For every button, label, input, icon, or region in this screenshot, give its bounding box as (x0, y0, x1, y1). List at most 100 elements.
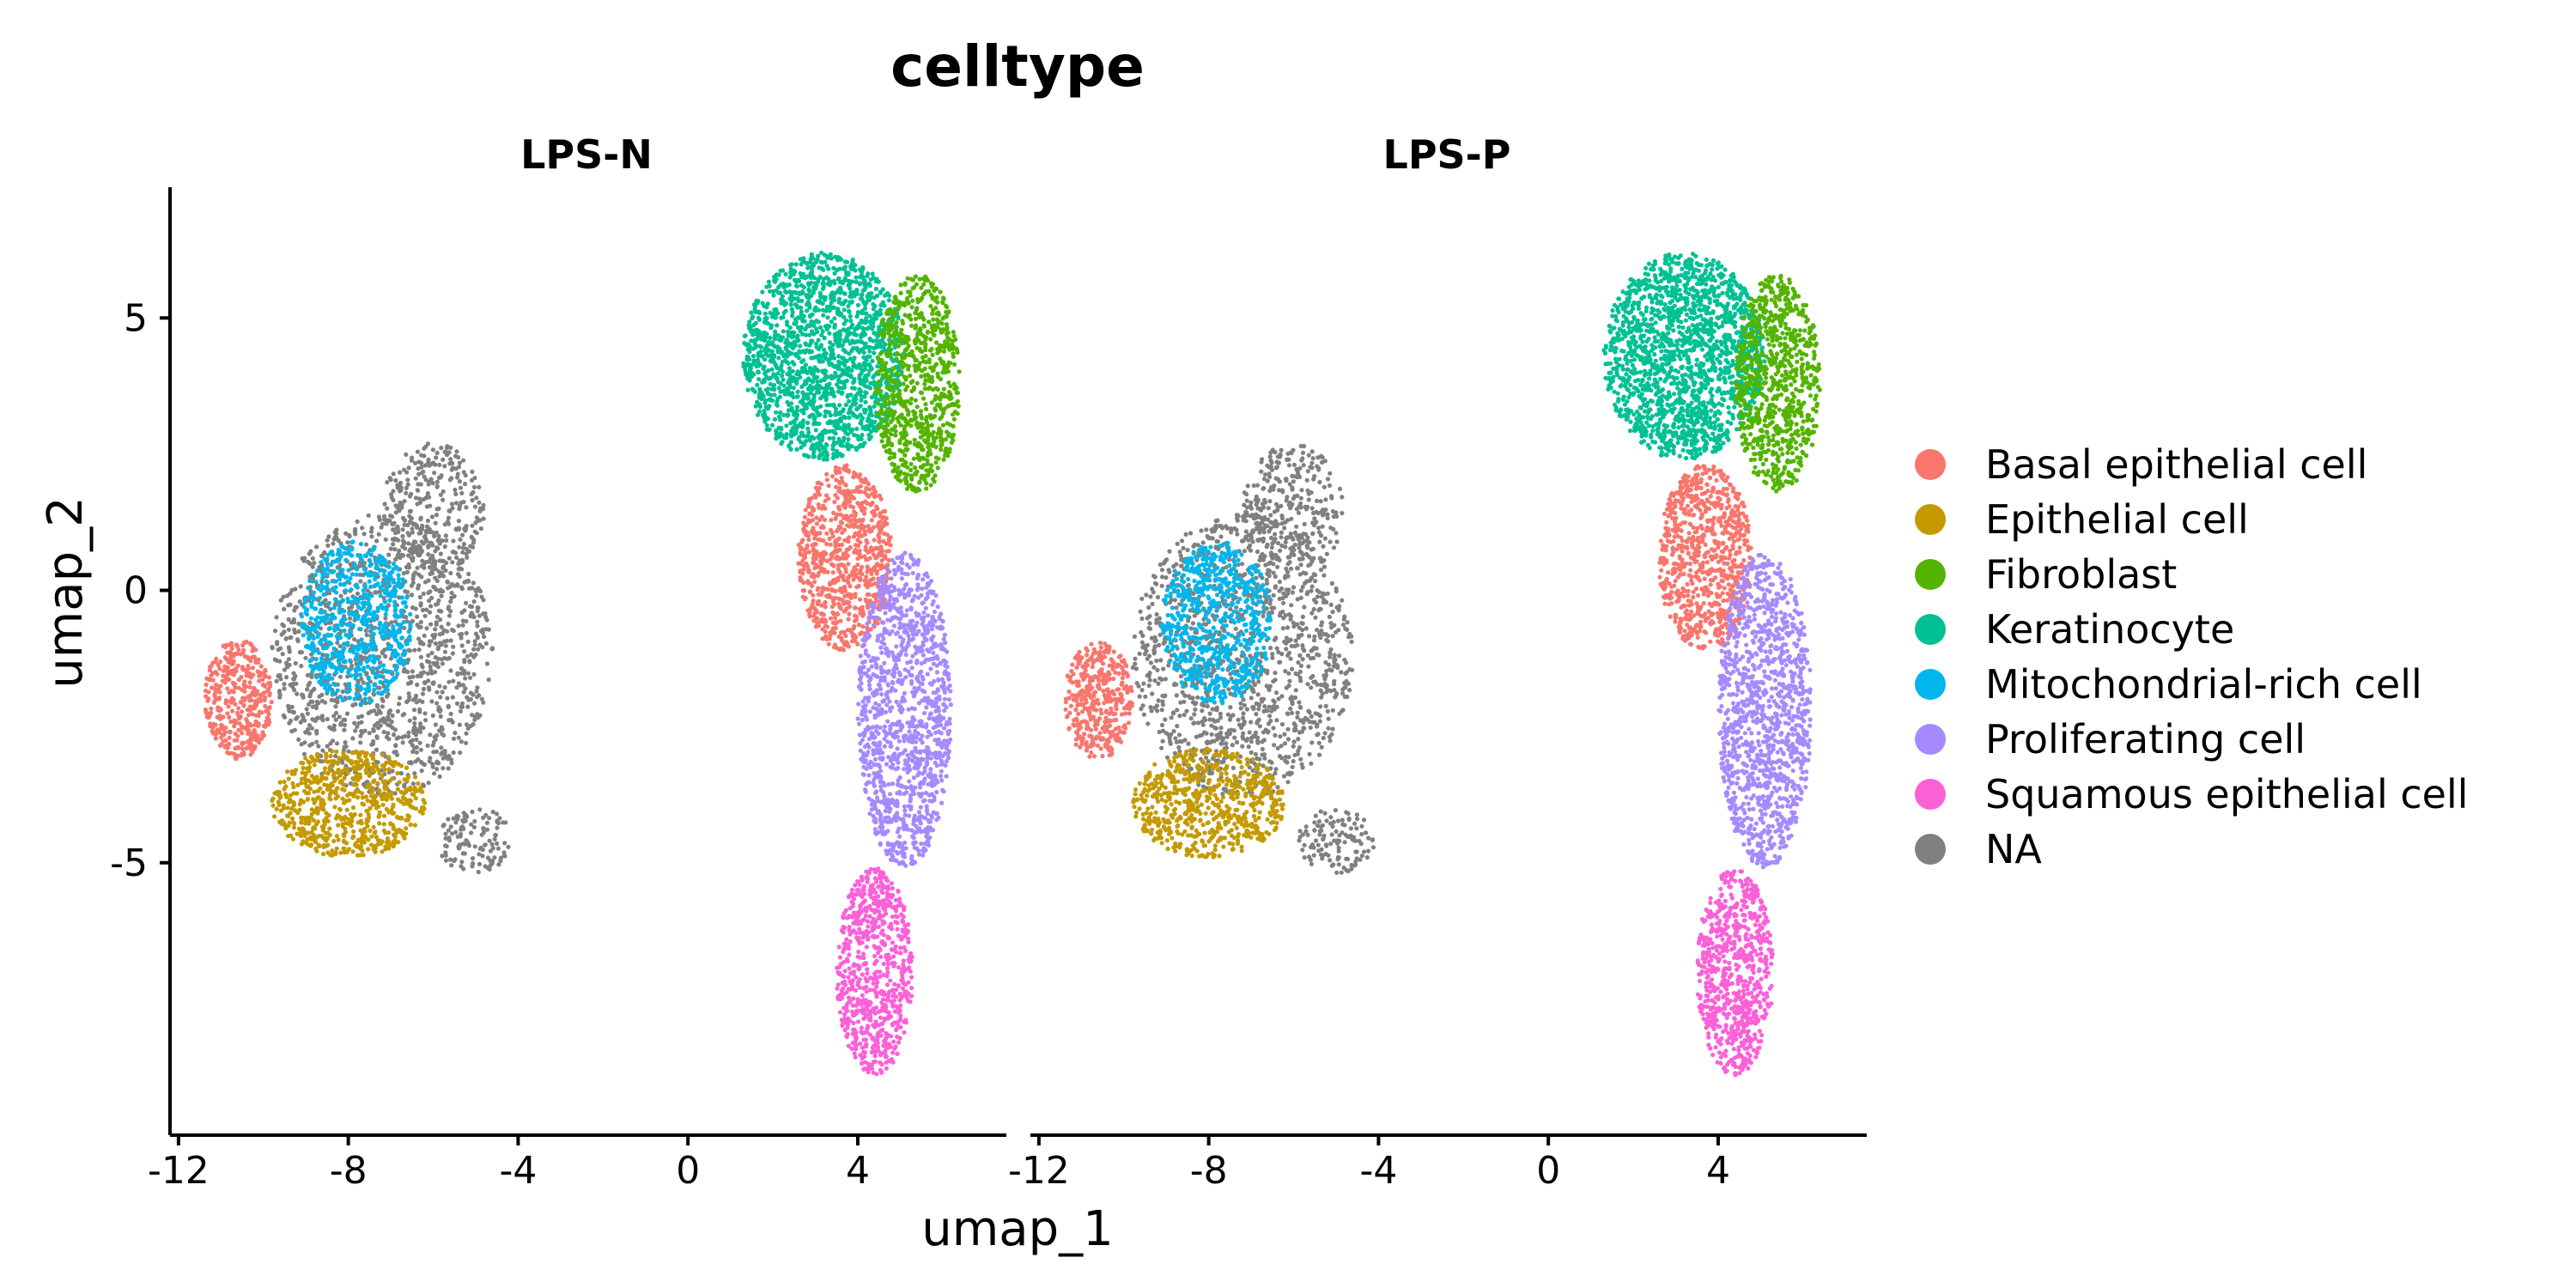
point (773, 337, 778, 342)
point (776, 386, 782, 391)
point (489, 647, 495, 652)
point (398, 659, 404, 665)
point (437, 574, 442, 579)
point (461, 545, 466, 550)
point (427, 479, 432, 484)
point (329, 662, 335, 667)
point (360, 526, 365, 531)
point (365, 588, 370, 593)
point (375, 760, 380, 765)
point (465, 555, 470, 560)
point (451, 750, 456, 756)
point (386, 711, 392, 716)
point (461, 866, 466, 872)
point (358, 672, 363, 677)
point (351, 834, 356, 839)
point (434, 483, 440, 489)
point (433, 462, 438, 467)
point (415, 449, 420, 454)
point (428, 529, 434, 535)
point (763, 387, 769, 392)
point (405, 669, 410, 675)
point (793, 416, 799, 422)
point (311, 635, 316, 641)
point (495, 841, 500, 847)
point (391, 527, 396, 532)
point (214, 682, 219, 688)
point (306, 559, 311, 565)
point (437, 632, 443, 637)
point (346, 667, 351, 672)
point (443, 568, 448, 574)
point (460, 532, 465, 538)
point (772, 278, 777, 283)
point (262, 690, 267, 696)
point (483, 641, 489, 647)
point (304, 707, 309, 712)
point (867, 368, 872, 374)
point (863, 341, 868, 346)
point (338, 772, 343, 778)
point (435, 647, 440, 652)
point (334, 846, 339, 851)
point (848, 392, 854, 398)
point (329, 726, 334, 732)
facet-label-lps-p: LPS-P (1383, 131, 1511, 178)
point (429, 595, 434, 601)
point (320, 828, 325, 833)
point (387, 778, 392, 783)
point (290, 816, 295, 822)
point (348, 623, 353, 628)
point (416, 471, 422, 477)
point (471, 671, 477, 677)
point (334, 834, 339, 839)
point (435, 656, 440, 661)
point (823, 409, 829, 414)
point (869, 291, 874, 296)
point (344, 807, 349, 812)
point (235, 710, 240, 716)
point (352, 696, 357, 702)
point (824, 323, 830, 328)
point (405, 531, 410, 536)
point (377, 665, 382, 670)
point (450, 651, 456, 656)
point (380, 849, 385, 854)
point (404, 826, 409, 831)
point (427, 610, 433, 615)
point (423, 718, 428, 723)
point (299, 841, 305, 847)
point (440, 756, 446, 761)
point (446, 704, 451, 710)
point (297, 802, 302, 807)
point (284, 675, 289, 680)
point (216, 708, 222, 714)
point (376, 690, 381, 696)
point (429, 650, 434, 656)
point (807, 366, 813, 371)
point (342, 744, 347, 750)
point (457, 842, 462, 848)
point (334, 531, 339, 537)
point (470, 498, 475, 503)
point (362, 691, 368, 696)
point (371, 824, 376, 829)
point (345, 540, 350, 545)
point (454, 475, 460, 480)
point (296, 737, 301, 743)
point (825, 255, 830, 260)
point (308, 691, 313, 696)
point (799, 283, 805, 288)
point (391, 542, 396, 547)
point (395, 622, 400, 627)
point (462, 580, 467, 585)
point (401, 571, 406, 576)
point (823, 447, 828, 452)
point (321, 551, 326, 556)
point (374, 557, 380, 562)
point (335, 688, 340, 693)
point (324, 579, 329, 584)
point (804, 348, 810, 353)
point (442, 449, 447, 454)
point (804, 302, 810, 307)
